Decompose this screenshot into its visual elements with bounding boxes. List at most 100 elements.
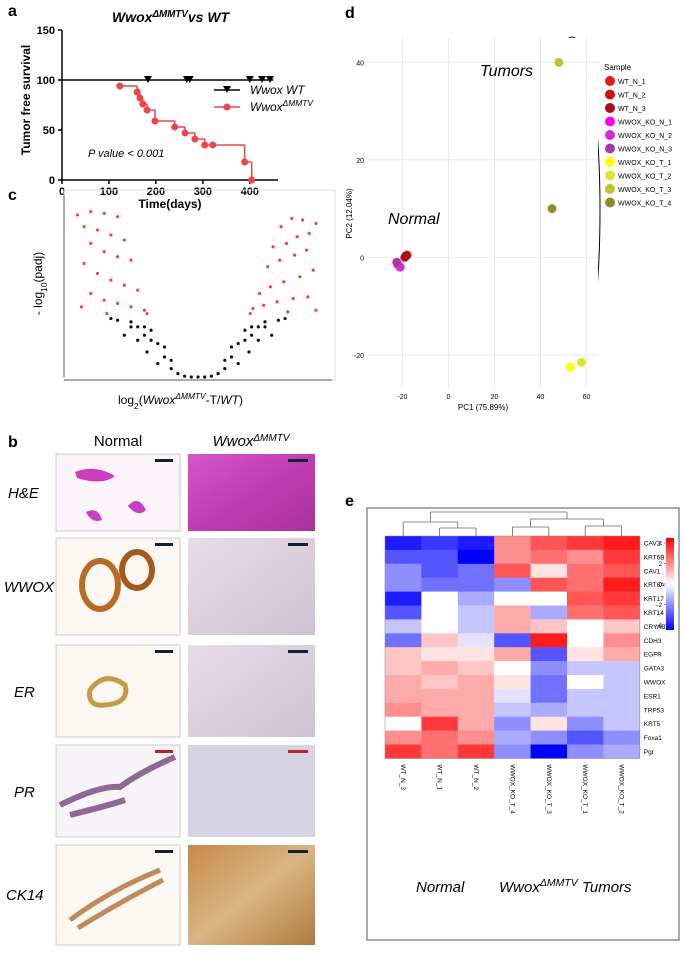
heatmap-cell bbox=[567, 549, 604, 565]
heatmap-cell bbox=[385, 744, 422, 759]
heatmap-cell bbox=[567, 675, 604, 690]
point bbox=[189, 375, 193, 379]
heatmap-cell bbox=[567, 536, 604, 551]
point bbox=[256, 325, 260, 329]
legend-label: WWOX_KO_T_1 bbox=[618, 160, 671, 167]
column-label: WT_N_1 bbox=[436, 764, 443, 790]
heatmap-cell bbox=[385, 563, 422, 578]
point bbox=[122, 238, 126, 242]
heatmap-cell bbox=[603, 688, 641, 704]
legend-marker bbox=[605, 76, 615, 86]
legend-marker bbox=[605, 184, 615, 194]
duct bbox=[87, 676, 129, 708]
heatmap-cell bbox=[530, 744, 568, 759]
heatmap-cell bbox=[530, 730, 568, 745]
text-part: Wwox WT bbox=[250, 83, 306, 97]
point bbox=[263, 325, 267, 329]
row-label: KRT6B bbox=[644, 554, 665, 561]
duct bbox=[68, 867, 165, 931]
scale-bar bbox=[155, 459, 173, 462]
point bbox=[314, 308, 318, 312]
point bbox=[156, 362, 160, 366]
heatmap-cell bbox=[603, 716, 641, 731]
point bbox=[122, 283, 126, 287]
heatmap-cell bbox=[494, 591, 531, 606]
panel-letter: c bbox=[8, 187, 17, 204]
panel-letter: e bbox=[345, 493, 354, 510]
heatmap-cell bbox=[421, 688, 459, 704]
point bbox=[129, 325, 133, 329]
image-ck14-normal bbox=[55, 844, 181, 946]
point bbox=[129, 258, 133, 262]
point bbox=[109, 233, 113, 237]
point bbox=[298, 275, 302, 279]
heatmap-cell bbox=[457, 647, 495, 662]
heatmap-cell bbox=[421, 661, 459, 676]
point bbox=[129, 320, 133, 324]
plot-area bbox=[368, 38, 598, 389]
point bbox=[223, 358, 227, 362]
legend-marker bbox=[605, 130, 615, 140]
heatmap-cell bbox=[603, 591, 641, 606]
histology: Normal WwoxΔMMTV H&E WWOX ER PR CK14 bbox=[4, 433, 315, 946]
heatmap-cell bbox=[567, 633, 604, 648]
point bbox=[258, 291, 262, 296]
point bbox=[229, 345, 234, 349]
y-axis-label: - log10(padj) bbox=[31, 252, 49, 315]
point bbox=[268, 285, 272, 289]
point bbox=[136, 288, 140, 292]
heatmap-cell bbox=[385, 675, 422, 690]
heatmap-cell bbox=[421, 605, 459, 620]
heatmap-cell bbox=[385, 577, 422, 592]
legend-title: Sample bbox=[604, 63, 632, 72]
text-part: Normal bbox=[416, 879, 465, 896]
point bbox=[122, 333, 126, 337]
point bbox=[275, 300, 279, 304]
point bbox=[271, 245, 275, 249]
heatmap-cell bbox=[457, 605, 495, 620]
point bbox=[236, 362, 240, 366]
heatmap-cell bbox=[603, 549, 641, 565]
heatmap-cell bbox=[421, 619, 459, 634]
heatmap-cell bbox=[567, 605, 604, 620]
point bbox=[142, 308, 146, 312]
image-ck14-mutant bbox=[188, 845, 315, 945]
event-marker bbox=[181, 129, 189, 137]
point bbox=[300, 218, 305, 222]
y-tick-label: 0 bbox=[360, 255, 364, 262]
point bbox=[82, 225, 86, 229]
event-marker bbox=[139, 100, 147, 108]
point bbox=[401, 251, 411, 261]
heatmap-cell bbox=[421, 647, 459, 662]
heatmap-cell bbox=[494, 661, 531, 676]
legend-label: WT_N_3 bbox=[618, 106, 646, 113]
heatmap-cell bbox=[567, 730, 604, 745]
heatmap-cell bbox=[421, 549, 459, 565]
x-tick-label: 20 bbox=[491, 394, 499, 401]
heatmap-cell bbox=[421, 702, 459, 717]
point bbox=[279, 225, 283, 229]
point bbox=[156, 342, 160, 346]
censor-mark bbox=[258, 76, 267, 83]
event-marker bbox=[143, 106, 151, 114]
heatmap-cell bbox=[457, 675, 495, 690]
text-part: Tumors bbox=[582, 879, 632, 896]
legend-label: WT_N_2 bbox=[618, 93, 646, 100]
row-label: KRT14 bbox=[644, 610, 664, 617]
text-part: ) bbox=[239, 393, 243, 407]
point bbox=[547, 204, 557, 214]
row-label: CAV1 bbox=[644, 568, 661, 575]
row-label: GATA3 bbox=[644, 666, 665, 673]
legend-marker bbox=[605, 116, 615, 127]
image-pr-mutant bbox=[188, 745, 315, 837]
text-part: ( bbox=[139, 393, 143, 407]
point bbox=[282, 280, 286, 284]
panel-letter: d bbox=[345, 5, 355, 22]
heatmap-cell bbox=[385, 647, 422, 662]
row-label: WWOX bbox=[4, 579, 55, 596]
text-part: log bbox=[118, 393, 134, 407]
y-axis-label: PC2 (12.04%) bbox=[345, 188, 354, 239]
header-text: Wwox bbox=[213, 433, 254, 450]
heatmap-cell bbox=[603, 536, 641, 551]
